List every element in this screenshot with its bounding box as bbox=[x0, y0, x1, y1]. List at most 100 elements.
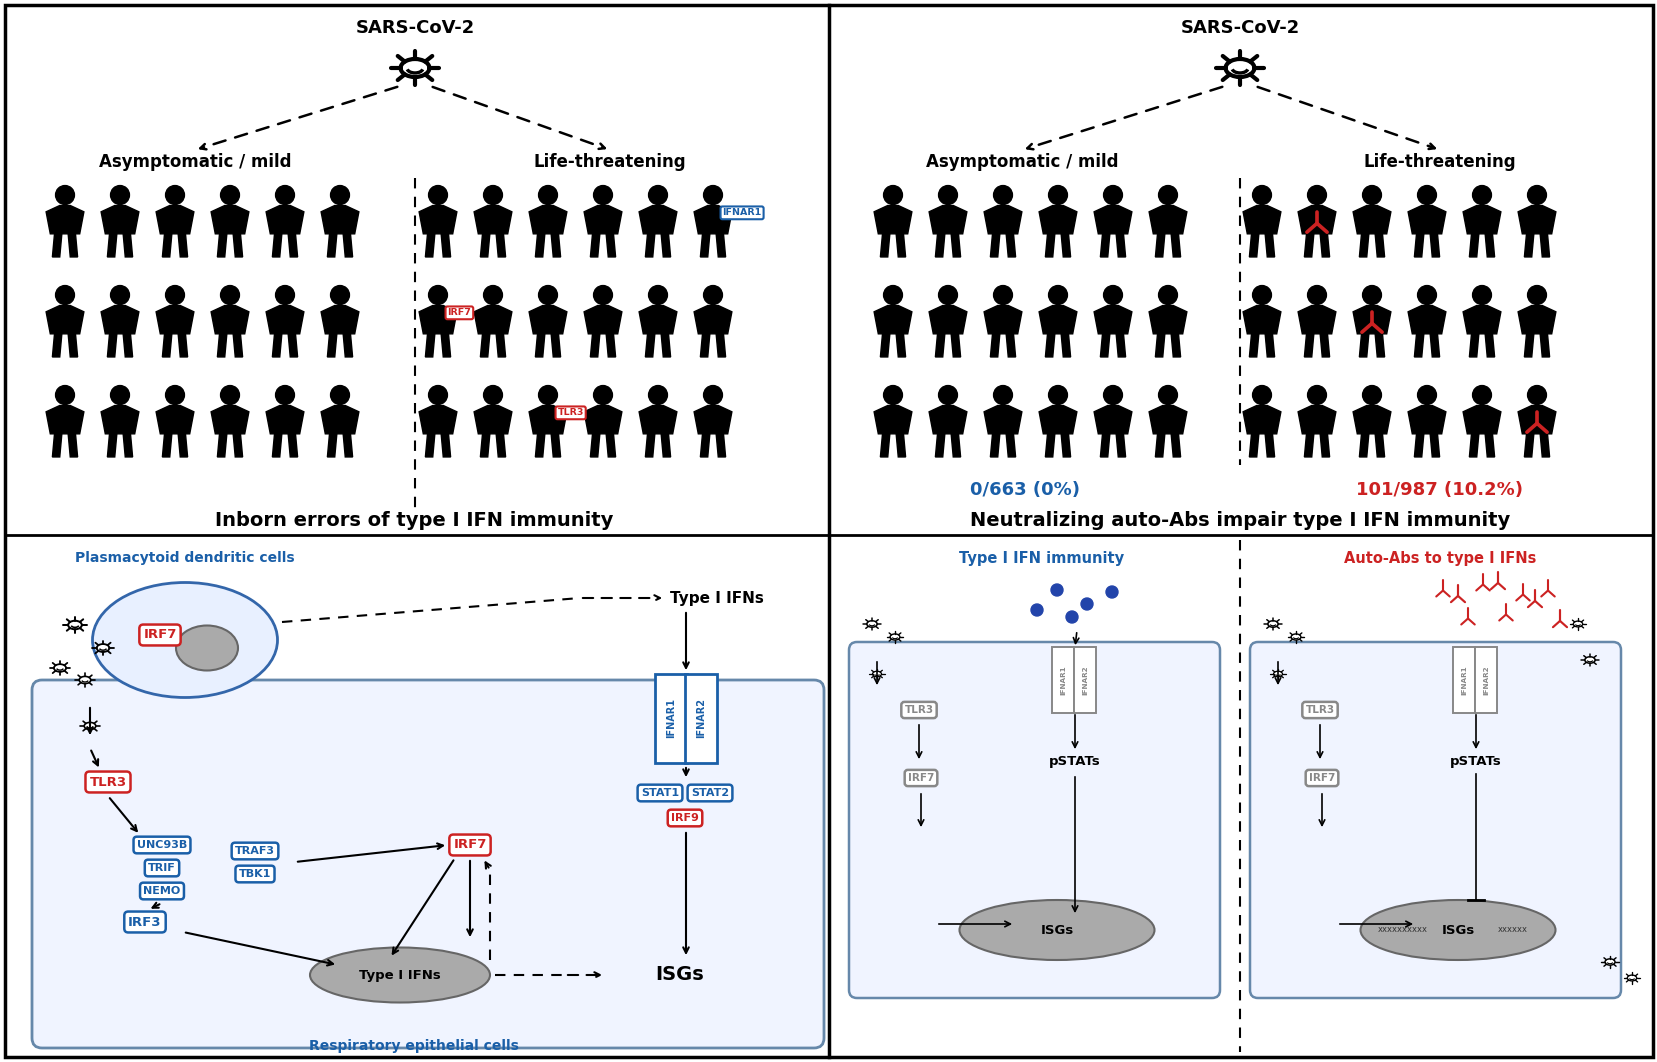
Text: IRF7: IRF7 bbox=[1307, 773, 1334, 783]
Ellipse shape bbox=[1572, 621, 1582, 627]
Polygon shape bbox=[1155, 234, 1165, 257]
Polygon shape bbox=[606, 234, 615, 257]
Polygon shape bbox=[326, 434, 336, 457]
Polygon shape bbox=[1170, 333, 1180, 357]
Polygon shape bbox=[1430, 333, 1438, 357]
Polygon shape bbox=[1249, 434, 1258, 457]
Polygon shape bbox=[989, 434, 999, 457]
Polygon shape bbox=[989, 234, 999, 257]
Text: 0/663 (0%): 0/663 (0%) bbox=[969, 481, 1079, 499]
Text: IFNAR2: IFNAR2 bbox=[1082, 665, 1087, 695]
Text: IRF7: IRF7 bbox=[452, 839, 487, 852]
Polygon shape bbox=[162, 234, 172, 257]
Polygon shape bbox=[535, 333, 545, 357]
Polygon shape bbox=[474, 406, 512, 434]
Circle shape bbox=[111, 286, 129, 305]
Ellipse shape bbox=[867, 621, 877, 628]
Polygon shape bbox=[46, 406, 85, 434]
Polygon shape bbox=[1430, 434, 1438, 457]
Polygon shape bbox=[101, 406, 139, 434]
Circle shape bbox=[330, 386, 350, 405]
Circle shape bbox=[1047, 186, 1067, 205]
Polygon shape bbox=[1304, 333, 1312, 357]
Polygon shape bbox=[1243, 206, 1281, 234]
Circle shape bbox=[1417, 286, 1435, 305]
Ellipse shape bbox=[1291, 634, 1301, 640]
Polygon shape bbox=[529, 406, 567, 434]
Polygon shape bbox=[699, 434, 709, 457]
Text: IFNAR1: IFNAR1 bbox=[1460, 665, 1466, 695]
Text: Plasmacytoid dendritic cells: Plasmacytoid dendritic cells bbox=[75, 551, 295, 565]
Circle shape bbox=[1158, 286, 1176, 305]
Polygon shape bbox=[935, 434, 944, 457]
Circle shape bbox=[1158, 386, 1176, 405]
Polygon shape bbox=[699, 333, 709, 357]
Polygon shape bbox=[343, 434, 353, 457]
Circle shape bbox=[1526, 286, 1546, 305]
Circle shape bbox=[1526, 386, 1546, 405]
Polygon shape bbox=[951, 434, 959, 457]
Text: 101/987 (10.2%): 101/987 (10.2%) bbox=[1355, 481, 1523, 499]
Polygon shape bbox=[1155, 434, 1165, 457]
Text: TRAF3: TRAF3 bbox=[235, 846, 275, 856]
Polygon shape bbox=[1060, 434, 1070, 457]
Text: xxxxxx: xxxxxx bbox=[1496, 925, 1528, 935]
Text: pSTATs: pSTATs bbox=[1049, 755, 1100, 769]
Circle shape bbox=[1417, 186, 1435, 205]
Polygon shape bbox=[46, 306, 85, 333]
Text: Inborn errors of type I IFN immunity: Inborn errors of type I IFN immunity bbox=[215, 511, 613, 530]
Circle shape bbox=[166, 286, 184, 305]
Circle shape bbox=[1471, 386, 1491, 405]
Polygon shape bbox=[1359, 434, 1369, 457]
Text: ISGs: ISGs bbox=[655, 965, 704, 984]
Text: TBK1: TBK1 bbox=[239, 869, 272, 879]
Polygon shape bbox=[1060, 234, 1070, 257]
Polygon shape bbox=[234, 434, 242, 457]
Polygon shape bbox=[108, 434, 116, 457]
Polygon shape bbox=[590, 333, 600, 357]
Polygon shape bbox=[419, 306, 457, 333]
Ellipse shape bbox=[1360, 900, 1554, 960]
Polygon shape bbox=[265, 406, 303, 434]
Polygon shape bbox=[156, 406, 194, 434]
Circle shape bbox=[428, 386, 447, 405]
Polygon shape bbox=[694, 306, 731, 333]
Ellipse shape bbox=[401, 59, 429, 78]
Circle shape bbox=[938, 186, 956, 205]
Polygon shape bbox=[101, 306, 139, 333]
Polygon shape bbox=[234, 333, 242, 357]
Polygon shape bbox=[481, 434, 489, 457]
Text: pSTATs: pSTATs bbox=[1450, 755, 1501, 769]
Polygon shape bbox=[210, 406, 249, 434]
Polygon shape bbox=[1155, 333, 1165, 357]
Circle shape bbox=[1047, 286, 1067, 305]
Polygon shape bbox=[217, 333, 227, 357]
Polygon shape bbox=[1115, 234, 1125, 257]
Polygon shape bbox=[1094, 206, 1132, 234]
Circle shape bbox=[1362, 186, 1380, 205]
FancyBboxPatch shape bbox=[684, 674, 716, 763]
Polygon shape bbox=[645, 234, 655, 257]
Polygon shape bbox=[1407, 306, 1445, 333]
Polygon shape bbox=[53, 434, 61, 457]
Polygon shape bbox=[108, 333, 116, 357]
Circle shape bbox=[56, 386, 75, 405]
Polygon shape bbox=[419, 406, 457, 434]
Polygon shape bbox=[1461, 206, 1500, 234]
Polygon shape bbox=[162, 434, 172, 457]
Polygon shape bbox=[1461, 306, 1500, 333]
Polygon shape bbox=[234, 234, 242, 257]
Ellipse shape bbox=[1584, 656, 1594, 664]
Polygon shape bbox=[1352, 306, 1390, 333]
Polygon shape bbox=[1352, 406, 1390, 434]
Polygon shape bbox=[321, 406, 358, 434]
Polygon shape bbox=[101, 206, 139, 234]
Text: STAT2: STAT2 bbox=[691, 788, 729, 798]
Circle shape bbox=[220, 286, 239, 305]
Polygon shape bbox=[1297, 306, 1336, 333]
Text: Asymptomatic / mild: Asymptomatic / mild bbox=[925, 153, 1117, 171]
Ellipse shape bbox=[1604, 959, 1614, 965]
Polygon shape bbox=[210, 206, 249, 234]
Polygon shape bbox=[1468, 434, 1478, 457]
Circle shape bbox=[1307, 386, 1326, 405]
